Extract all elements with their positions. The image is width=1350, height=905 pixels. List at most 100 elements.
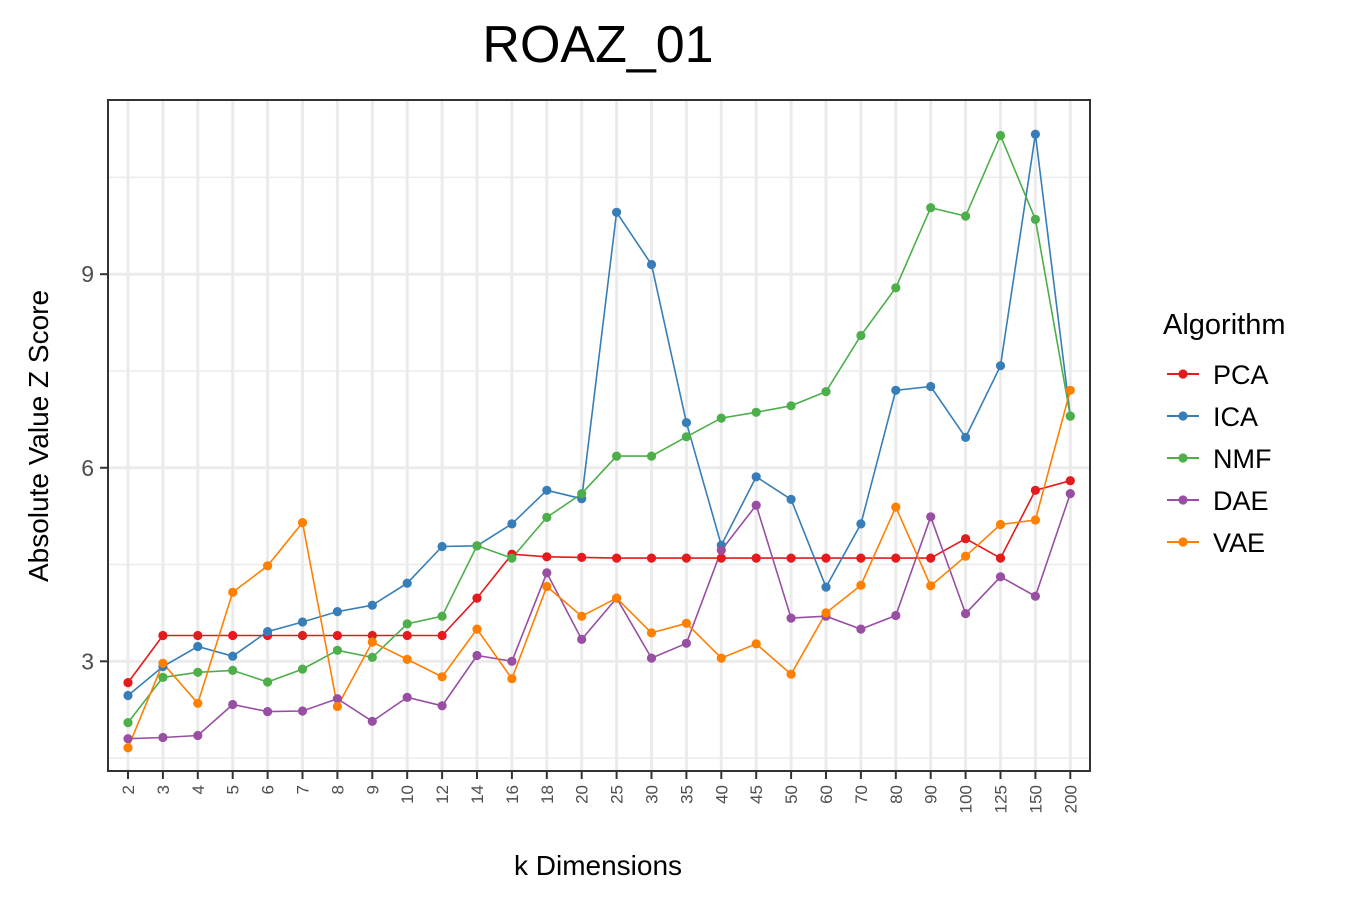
data-point-ica xyxy=(297,617,308,627)
data-point-vae xyxy=(646,628,657,638)
data-point-pca xyxy=(158,630,168,641)
x-tick-label: 150 xyxy=(1026,785,1045,813)
series-line-vae xyxy=(127,390,1072,749)
data-point-dae xyxy=(891,610,901,621)
data-point-dae xyxy=(193,730,203,741)
legend-item-vae: VAE xyxy=(1167,528,1265,558)
data-point-dae xyxy=(158,732,168,743)
series-lines xyxy=(127,133,1072,749)
data-point-vae xyxy=(472,624,482,634)
data-point-pca xyxy=(995,553,1006,563)
data-point-ica xyxy=(681,418,692,428)
data-point-nmf xyxy=(297,664,308,674)
legend-label-dae: DAE xyxy=(1213,486,1269,516)
plot-border xyxy=(107,99,1091,772)
data-point-nmf xyxy=(681,432,692,442)
data-point-nmf xyxy=(437,611,447,621)
data-point-nmf xyxy=(1030,214,1040,224)
data-point-pca xyxy=(856,553,866,563)
data-point-nmf xyxy=(263,677,273,687)
data-point-dae xyxy=(542,568,552,578)
y-tick-label: 6 xyxy=(81,455,94,481)
data-point-vae xyxy=(193,698,203,708)
data-point-ica xyxy=(507,519,517,529)
legend-item-ica: ICA xyxy=(1167,402,1258,432)
data-point-vae xyxy=(577,611,587,621)
legend-item-nmf: NMF xyxy=(1167,444,1271,474)
x-tick-label: 70 xyxy=(852,785,871,804)
data-point-ica xyxy=(646,259,657,270)
data-point-dae xyxy=(332,694,342,704)
data-point-ica xyxy=(402,578,412,588)
x-tick-label: 30 xyxy=(643,785,662,804)
plot-area xyxy=(108,100,1090,771)
data-point-vae xyxy=(926,581,936,591)
y-tick-label: 9 xyxy=(81,261,94,287)
x-tick-label: 90 xyxy=(922,785,941,804)
x-tick-label: 14 xyxy=(468,785,487,804)
data-point-pca xyxy=(437,630,447,641)
x-tick-label: 50 xyxy=(782,785,801,804)
data-point-ica xyxy=(542,485,552,495)
x-tick-label: 125 xyxy=(992,785,1011,813)
data-point-pca xyxy=(681,553,692,563)
x-tick-label: 12 xyxy=(433,785,452,804)
data-point-nmf xyxy=(995,130,1006,141)
data-point-ica xyxy=(367,600,377,610)
data-point-dae xyxy=(123,734,133,744)
x-tick-label: 25 xyxy=(608,785,627,804)
data-point-ica xyxy=(123,690,133,701)
series-line-dae xyxy=(127,493,1072,740)
data-point-pca xyxy=(646,553,657,563)
x-tick-label: 5 xyxy=(224,785,243,794)
legend-marker-vae xyxy=(1178,537,1188,547)
x-tick-label: 3 xyxy=(154,785,173,794)
legend-label-vae: VAE xyxy=(1213,528,1265,558)
data-point-pca xyxy=(786,553,796,563)
data-point-ica xyxy=(751,472,761,482)
data-point-pca xyxy=(228,630,238,641)
data-point-dae xyxy=(297,706,308,716)
data-point-vae xyxy=(1065,385,1075,395)
data-point-nmf xyxy=(926,203,936,213)
legend-label-nmf: NMF xyxy=(1213,444,1271,474)
data-point-dae xyxy=(367,716,377,726)
data-point-vae xyxy=(402,654,412,665)
data-point-vae xyxy=(332,701,342,712)
data-point-vae xyxy=(856,580,866,590)
data-point-dae xyxy=(263,707,273,717)
data-point-dae xyxy=(507,656,517,666)
data-point-nmf xyxy=(158,672,168,683)
data-point-vae xyxy=(961,551,971,561)
data-point-nmf xyxy=(402,619,412,629)
data-point-dae xyxy=(786,613,796,623)
data-point-vae xyxy=(507,674,517,684)
data-point-nmf xyxy=(786,401,796,411)
data-point-nmf xyxy=(577,489,587,499)
data-point-dae xyxy=(926,512,936,522)
plot-background xyxy=(108,100,1090,771)
data-point-pca xyxy=(402,630,412,641)
data-point-ica xyxy=(926,381,936,392)
x-tick-label: 4 xyxy=(189,785,208,794)
data-point-nmf xyxy=(472,541,482,551)
legend-marker-ica xyxy=(1178,411,1188,421)
data-point-ica xyxy=(612,207,622,217)
data-point-pca xyxy=(891,553,901,563)
x-tick-label: 45 xyxy=(747,785,766,804)
data-point-nmf xyxy=(646,451,657,461)
data-point-nmf xyxy=(507,553,517,563)
x-tick-label: 80 xyxy=(887,785,906,804)
x-tick-label: 200 xyxy=(1061,785,1080,813)
legend-title: Algorithm xyxy=(1163,309,1286,341)
data-point-dae xyxy=(577,634,587,645)
data-point-vae xyxy=(123,743,133,753)
y-tick-label: 3 xyxy=(81,648,94,674)
data-point-vae xyxy=(821,608,831,618)
data-point-ica xyxy=(263,627,273,637)
legend-marker-nmf xyxy=(1178,453,1188,463)
data-point-pca xyxy=(297,630,308,641)
x-tick-label: 18 xyxy=(538,785,557,804)
data-point-pca xyxy=(332,630,342,641)
